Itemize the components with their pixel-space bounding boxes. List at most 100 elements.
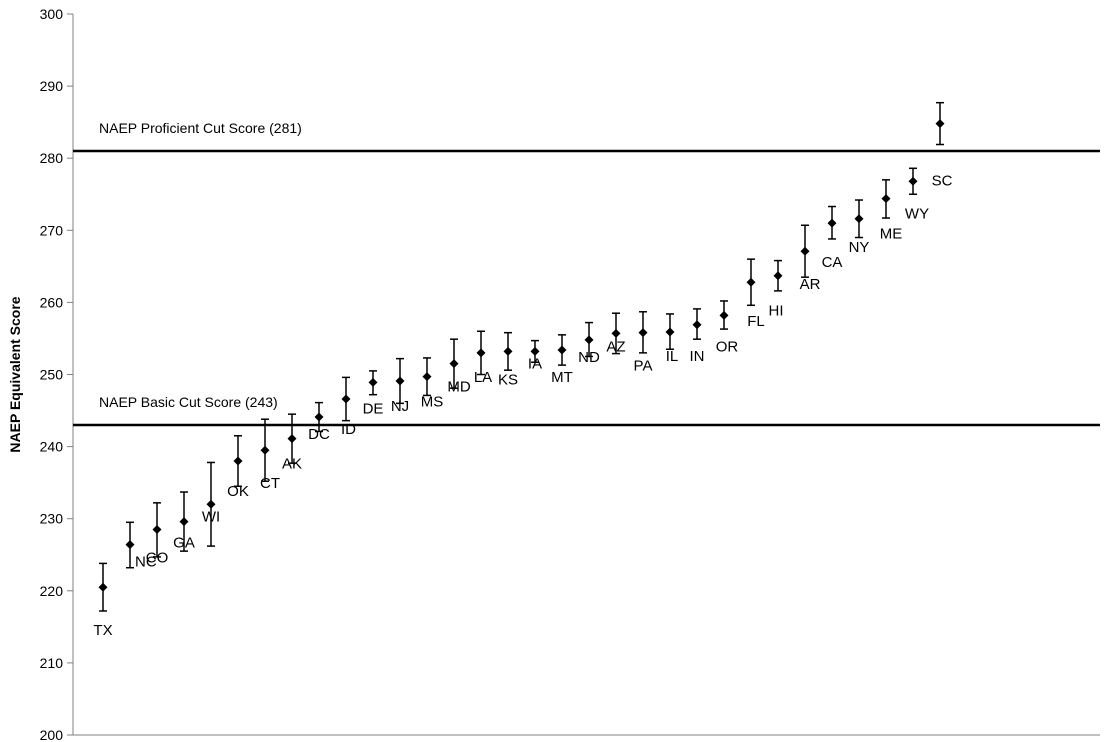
diamond-marker [719,310,729,320]
data-point-in: IN [690,308,705,365]
point-label: WI [202,508,220,525]
diamond-marker [233,456,243,466]
diamond-marker [449,359,459,369]
diamond-marker [314,412,324,422]
diamond-marker [638,328,648,338]
data-point-ia: IA [528,339,542,372]
data-point-de: DE [363,370,384,417]
diamond-marker [125,540,135,550]
point-label: TX [93,622,112,639]
point-label: DE [363,400,384,417]
data-point-ok: OK [227,435,249,500]
data-point-nc: NC [125,521,157,571]
diamond-marker [854,214,864,224]
y-tick-label: 300 [40,6,64,22]
data-point-pa: PA [634,311,652,375]
y-tick-label: 240 [40,439,64,455]
point-label: KS [498,371,518,388]
diamond-marker [368,377,378,387]
data-point-fl: FL [746,258,765,330]
point-label: LA [474,369,492,386]
data-point-me: ME [880,179,903,243]
diamond-marker [287,434,297,444]
data-point-il: IL [665,313,679,365]
point-label: NC [135,554,157,571]
data-point-md: MD [447,338,471,396]
reference-line-label: NAEP Basic Cut Score (243) [99,394,278,410]
diamond-marker [827,218,837,228]
y-tick-label: 260 [40,294,64,310]
data-point-mt: MT [551,334,573,386]
point-label: HI [769,303,784,320]
data-point-tx: TX [93,562,113,639]
point-label: AK [282,456,302,473]
diamond-marker [341,394,351,404]
data-point-ct: CT [260,418,280,492]
data-point-ga: GA [173,491,195,552]
diamond-marker [395,376,405,386]
data-point-wi: WI [202,461,220,547]
y-tick-label: 210 [40,655,64,671]
point-label: SC [932,173,953,190]
diamond-marker [179,517,189,527]
point-label: GA [173,535,195,552]
point-label: OK [227,483,249,500]
point-label: CA [822,254,843,271]
diamond-marker [611,328,621,338]
diamond-marker [152,525,162,535]
diamond-marker [530,346,540,356]
diamond-marker [476,348,486,358]
point-label: CT [260,475,280,492]
data-point-nj: NJ [391,357,409,415]
point-label: OR [716,338,739,355]
reference-lines: NAEP Proficient Cut Score (281) NAEP Basi… [73,120,1100,427]
point-label: AR [800,276,821,293]
data-point-nd: ND [578,321,600,366]
diamond-marker [422,372,432,382]
y-tick-label: 220 [40,583,64,599]
point-label: IA [528,355,542,372]
point-label: AZ [606,338,625,355]
y-tick-label: 290 [40,78,64,94]
point-label: IN [690,348,705,365]
diamond-marker [881,194,891,204]
data-point-ny: NY [849,199,869,256]
data-point-dc: DC [308,401,330,443]
diamond-marker [260,445,270,455]
point-label: ND [578,349,600,366]
data-point-az: AZ [606,312,626,355]
y-tick-label: 200 [40,727,64,742]
y-tick-label: 250 [40,367,64,383]
data-point-ms: MS [421,357,444,411]
point-label: ME [880,226,903,243]
point-label: CO [146,550,169,567]
point-label: DC [308,426,330,443]
data-point-ks: KS [498,331,518,388]
data-point-ca: CA [822,205,843,271]
axes: 200 210 220 230 240 250 260 270 280 290 300 [40,6,1100,742]
point-label: IL [666,348,679,365]
y-tick-label: 280 [40,150,64,166]
data-point-id: ID [341,376,356,438]
diamond-marker [773,271,783,281]
data-point-la: LA [474,330,492,386]
point-label: FL [747,313,765,330]
data-point-co: CO [146,502,169,567]
point-label: MS [421,394,444,411]
y-axis-label: NAEP Equivalent Score [7,296,23,452]
diamond-marker [665,327,675,337]
diamond-marker [503,346,513,356]
diamond-marker [206,499,216,509]
data-point-or: OR [716,300,739,355]
diamond-marker [557,345,567,355]
point-label: MD [447,379,470,396]
data-point-ar: AR [800,224,821,293]
point-label: ID [341,421,356,438]
point-label: NJ [391,398,409,415]
y-tick-label: 270 [40,222,64,238]
reference-line-label: NAEP Proficient Cut Score (281) [99,120,302,136]
data-point-sc: SC [932,101,953,190]
diamond-marker [584,335,594,345]
data-point-hi: HI [769,259,784,320]
